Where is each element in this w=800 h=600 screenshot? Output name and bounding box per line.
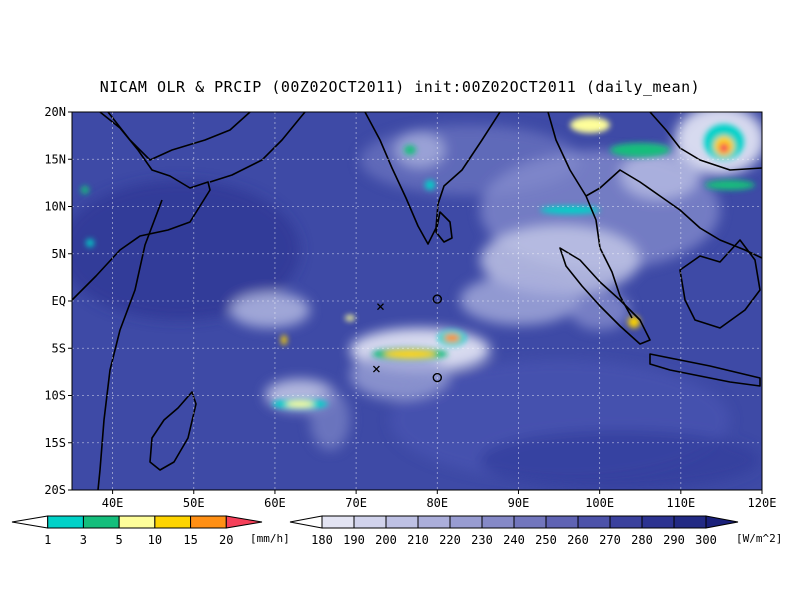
precip-colorbar-segment xyxy=(190,515,227,529)
olr-colorbar-label: 280 xyxy=(631,533,653,547)
olr-colorbar-segment xyxy=(545,515,579,529)
lat-tick-label: 20S xyxy=(44,483,66,497)
coastlines xyxy=(72,112,762,490)
olr-colorbar-segment xyxy=(481,515,515,529)
olr-colorbar-label: 180 xyxy=(311,533,333,547)
olr-colorbar-label: 190 xyxy=(343,533,365,547)
lon-tick-label: 120E xyxy=(748,496,777,510)
lat-tick-label: 20N xyxy=(44,105,66,119)
precip-colorbar-label: 1 xyxy=(44,533,51,547)
olr-colorbar-segment xyxy=(289,515,323,529)
olr-colorbar-label: 220 xyxy=(439,533,461,547)
olr-colorbar-label: 260 xyxy=(567,533,589,547)
coastline-africa xyxy=(72,112,251,490)
precip-colorbar-segment xyxy=(47,515,84,529)
lon-tick-label: 100E xyxy=(585,496,614,510)
precip-colorbar-segment xyxy=(225,515,263,529)
coastline-borneo xyxy=(679,239,761,329)
precip-colorbar-segment xyxy=(118,515,156,529)
circle-marker xyxy=(432,294,442,304)
coastline-arabia xyxy=(209,112,306,183)
olr-colorbar-segment xyxy=(385,515,419,529)
lon-tick-label: 110E xyxy=(666,496,695,510)
olr-colorbar-segment xyxy=(577,515,611,529)
olr-colorbar-segment xyxy=(417,515,451,529)
olr-unit-label: [W/m^2] xyxy=(736,532,782,545)
lat-tick-label: 15S xyxy=(44,436,66,450)
precip-colorbar-segment xyxy=(154,515,192,529)
axis-ticks xyxy=(68,111,763,494)
precip-colorbar-segment xyxy=(82,515,120,529)
lon-tick-label: 60E xyxy=(264,496,286,510)
olr-colorbar-segment xyxy=(609,515,643,529)
x-marker xyxy=(372,365,380,373)
lon-tick-label: 40E xyxy=(102,496,124,510)
map-title: NICAM OLR & PRCIP (00Z02OCT2011) init:00… xyxy=(99,78,701,96)
lon-tick-label: 90E xyxy=(508,496,530,510)
olr-colorbar-label: 230 xyxy=(471,533,493,547)
olr-colorbar-label: 270 xyxy=(599,533,621,547)
olr-colorbar-label: 300 xyxy=(695,533,717,547)
olr-colorbar-segment xyxy=(705,515,739,529)
lat-tick-label: 10S xyxy=(44,389,66,403)
precip-colorbar-label: 3 xyxy=(80,533,87,547)
coastline-java xyxy=(649,353,761,387)
coastline-sumatra xyxy=(559,247,651,345)
precip-colorbar-segment xyxy=(11,515,49,529)
lat-tick-label: 15N xyxy=(44,152,66,166)
coastline-seasia xyxy=(547,112,762,319)
olr-colorbar-segment xyxy=(353,515,387,529)
coastline-srilanka xyxy=(435,211,453,243)
olr-colorbar-segment xyxy=(673,515,707,529)
precip-colorbar-label: 15 xyxy=(183,533,197,547)
lat-axis-labels: 20N 15N 10N 5N EQ 5S 10S 15S 20S xyxy=(44,105,66,497)
lon-tick-label: 70E xyxy=(345,496,367,510)
coastline-india xyxy=(364,112,501,245)
olr-colorbar-label: 240 xyxy=(503,533,525,547)
lat-tick-label: 5S xyxy=(52,341,66,355)
map-area: 20N 15N 10N 5N EQ 5S 10S 15S 20S 40E 50E 60E 70E 80E… xyxy=(44,105,776,510)
lon-tick-label: 80E xyxy=(426,496,448,510)
lat-tick-label: 10N xyxy=(44,200,66,214)
olr-colorbar-segment xyxy=(449,515,483,529)
precip-colorbar: 1 3 5 10 15 20 [mm/h] xyxy=(11,515,290,547)
x-marker xyxy=(377,303,384,311)
lat-tick-label: EQ xyxy=(52,294,66,308)
olr-colorbar: 180 190 200 210 220 230 240 250 260 270 280 290 300 [… xyxy=(289,515,782,547)
olr-colorbar-segment xyxy=(641,515,675,529)
olr-colorbar-label: 200 xyxy=(375,533,397,547)
map-markers xyxy=(372,294,442,383)
olr-colorbar-label: 290 xyxy=(663,533,685,547)
lon-tick-label: 50E xyxy=(183,496,205,510)
grid-lines xyxy=(72,112,762,490)
precip-unit-label: [mm/h] xyxy=(250,532,290,545)
precip-colorbar-label: 5 xyxy=(116,533,123,547)
lon-axis-labels: 40E 50E 60E 70E 80E 90E 100E 110E 120E xyxy=(102,496,777,510)
circle-marker xyxy=(432,372,442,383)
precip-colorbar-label: 20 xyxy=(219,533,233,547)
olr-colorbar-segment xyxy=(513,515,547,529)
olr-colorbar-segment xyxy=(321,515,355,529)
precip-colorbar-label: 10 xyxy=(148,533,162,547)
olr-colorbar-label: 210 xyxy=(407,533,429,547)
lat-tick-label: 5N xyxy=(52,247,66,261)
olr-colorbar-label: 250 xyxy=(535,533,557,547)
